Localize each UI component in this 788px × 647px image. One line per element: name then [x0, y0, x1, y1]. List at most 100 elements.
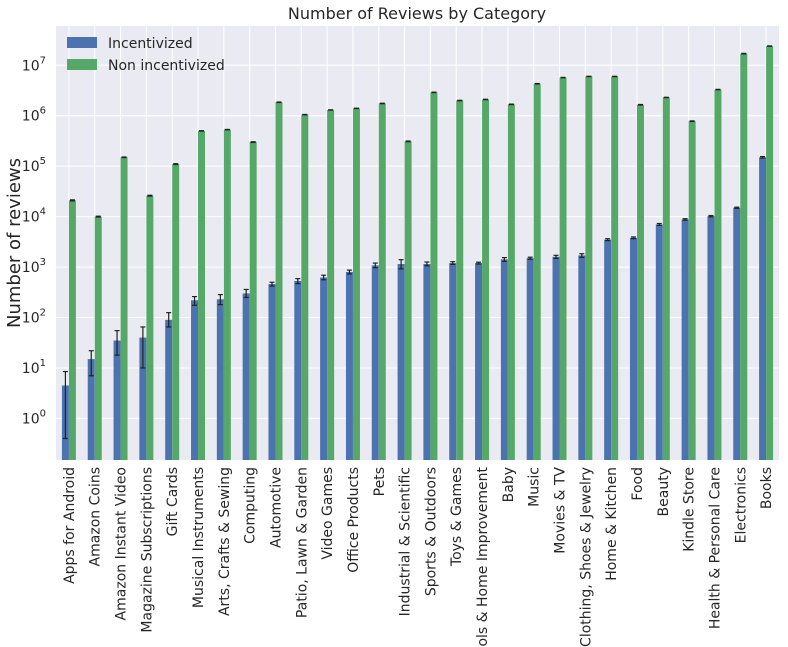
y-tick-base: 10 [22, 411, 40, 427]
error-bar [372, 262, 378, 269]
bar-non-incentivized [636, 104, 644, 461]
bar-non-incentivized [327, 109, 335, 461]
error-bar [501, 257, 507, 262]
bar-non-incentivized [249, 142, 257, 460]
y-tick-label: 102 [22, 308, 46, 327]
bar-non-incentivized [94, 216, 102, 460]
x-tick-label: Clothing, Shoes & Jewelry [578, 467, 594, 647]
error-bar [476, 261, 482, 265]
error-bar [760, 155, 766, 159]
error-bar [682, 218, 688, 221]
bar-non-incentivized [662, 97, 670, 460]
y-tick-exponent: 5 [40, 156, 46, 167]
bar-incentivized [759, 157, 767, 461]
y-axis-label: Number of reviews [4, 158, 25, 328]
error-bar [269, 281, 275, 287]
x-tick-label: Books [759, 467, 775, 509]
bar-incentivized [655, 224, 663, 460]
error-bar [147, 194, 153, 197]
bar-incentivized [87, 359, 95, 460]
bar-incentivized [320, 277, 328, 460]
bar-incentivized [500, 259, 508, 460]
bar-incentivized [191, 300, 199, 460]
bar-incentivized [165, 319, 173, 460]
bar-non-incentivized [120, 157, 128, 461]
bar-non-incentivized [533, 83, 541, 460]
error-bars [62, 45, 773, 440]
bar-incentivized [449, 263, 457, 460]
error-bar [69, 199, 75, 202]
x-tick-label: Toys & Games [449, 467, 465, 567]
error-bar [508, 103, 514, 106]
error-bar [579, 253, 585, 258]
y-tick-base: 10 [22, 311, 40, 327]
x-tick-label: Baby [501, 467, 517, 502]
bar-incentivized [268, 284, 276, 460]
legend-swatch-incentivized [67, 37, 97, 48]
y-tick-base: 10 [22, 109, 40, 125]
y-tick-exponent: 6 [40, 106, 46, 117]
error-bar [734, 206, 740, 209]
bar-incentivized [604, 239, 612, 460]
chart-title: Number of Reviews by Category [288, 4, 546, 23]
error-bar [630, 236, 636, 240]
error-bar [605, 238, 611, 242]
x-tick-label: Patio, Lawn & Garden [294, 467, 310, 618]
error-bar [741, 52, 747, 55]
error-bar [656, 222, 662, 226]
bar-incentivized [216, 299, 224, 460]
y-tick-base: 10 [22, 58, 40, 74]
bar-incentivized [578, 255, 586, 460]
y-tick-label: 103 [22, 257, 46, 276]
y-tick-label: 106 [22, 106, 46, 125]
bar-incentivized [345, 271, 353, 460]
y-tick-label: 101 [22, 358, 46, 377]
bar-incentivized [629, 237, 637, 460]
error-bar [295, 278, 301, 285]
bar-incentivized [113, 340, 121, 460]
legend-label-non-incentivized: Non incentivized [108, 58, 225, 74]
x-tick-label: Pets [372, 467, 388, 496]
bar-incentivized [733, 207, 741, 460]
bar-incentivized [397, 264, 405, 460]
bar-non-incentivized [585, 76, 593, 460]
bar-non-incentivized [378, 103, 386, 460]
error-bar [379, 102, 385, 105]
y-tick-label: 107 [22, 55, 46, 74]
x-tick-label: Computing [243, 467, 259, 544]
bar-incentivized [552, 256, 560, 460]
bar-non-incentivized [688, 121, 696, 460]
error-bar [140, 326, 146, 369]
legend-swatch-non-incentivized [67, 59, 97, 70]
bar-non-incentivized [611, 76, 619, 460]
bar-non-incentivized [714, 89, 722, 460]
y-tick-base: 10 [22, 361, 40, 377]
x-tick-label: Food [630, 467, 646, 501]
x-tick-label: Industrial & Scientific [398, 467, 414, 616]
y-tick-exponent: 2 [40, 308, 46, 319]
x-tick-label: Magazine Subscriptions [139, 467, 155, 633]
error-bar [95, 215, 101, 218]
y-tick-label: 100 [22, 408, 46, 427]
bar-incentivized [294, 280, 302, 460]
bar-non-incentivized [301, 114, 309, 461]
error-bar [553, 254, 559, 259]
error-bar [321, 274, 327, 281]
bar-incentivized [139, 337, 147, 460]
error-bar [405, 140, 411, 143]
error-bar [250, 141, 256, 144]
legend-label-incentivized: Incentivized [108, 36, 193, 52]
x-tick-label: Kindle Store [682, 467, 698, 552]
y-tick-exponent: 3 [40, 257, 46, 268]
bar-non-incentivized [456, 100, 464, 461]
y-tick-exponent: 7 [40, 55, 46, 66]
y-tick-base: 10 [22, 260, 40, 276]
bar-incentivized [423, 264, 431, 460]
x-tick-label: Amazon Coins [88, 467, 104, 566]
bar-incentivized [242, 293, 250, 460]
error-bar [450, 261, 456, 265]
error-bar [114, 330, 120, 356]
x-tick-label: Beauty [656, 467, 672, 516]
bar-non-incentivized [404, 141, 412, 460]
bar-non-incentivized [507, 104, 515, 460]
